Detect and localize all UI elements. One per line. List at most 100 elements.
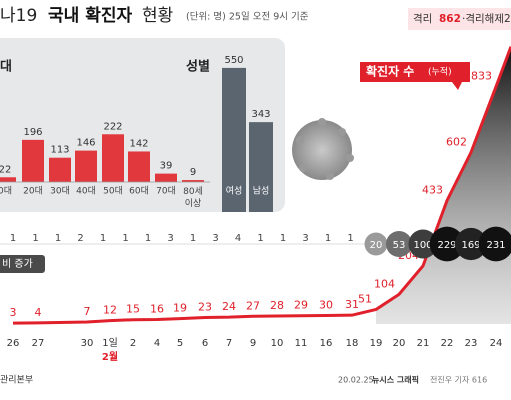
x-tick-label: 6 bbox=[202, 338, 208, 349]
x-tick-label: 여성 bbox=[226, 185, 243, 197]
value-label: 433 bbox=[422, 184, 443, 197]
daily-circle-label: 169 bbox=[461, 240, 480, 251]
value-label: 142 bbox=[129, 138, 148, 149]
value-label: 113 bbox=[50, 145, 69, 156]
bar bbox=[182, 180, 204, 182]
value-label: 27 bbox=[246, 299, 260, 312]
virus-body bbox=[292, 120, 352, 180]
x-tick-label: 10 bbox=[271, 338, 284, 349]
virus bbox=[292, 118, 354, 180]
value-label: 3 bbox=[10, 306, 17, 319]
daily-value: 1 bbox=[257, 233, 263, 244]
x-tick-label: 9 bbox=[250, 338, 256, 349]
virus-spike bbox=[338, 128, 346, 136]
title-bold: 국내 확진자 bbox=[48, 6, 132, 26]
month-label: 2월 bbox=[102, 351, 118, 363]
daily-value: 1 bbox=[32, 233, 38, 244]
value-label: 16 bbox=[150, 302, 164, 315]
value-label: 4 bbox=[35, 306, 42, 319]
value-label: 146 bbox=[76, 138, 95, 149]
title-tail: 현황 bbox=[142, 6, 173, 26]
x-tick-label: 1일 bbox=[102, 337, 118, 349]
value-label: 31 bbox=[345, 298, 359, 311]
daily-value: 4 bbox=[235, 233, 241, 244]
x-tick-label: 5 bbox=[177, 338, 183, 349]
x-tick-label: 24 bbox=[490, 338, 503, 349]
value-label: 19 bbox=[173, 302, 187, 315]
isolation-label: 격리 bbox=[413, 12, 432, 25]
value-label: 7 bbox=[84, 305, 91, 318]
credit: 20.02.25 bbox=[338, 376, 374, 385]
x-tick-label: 16 bbox=[320, 338, 333, 349]
daily-value: 1 bbox=[145, 233, 151, 244]
daily-value: 1 bbox=[280, 233, 286, 244]
value-label: 24 bbox=[222, 300, 236, 313]
release-label: ·격리해제2 bbox=[462, 12, 511, 25]
x-tick-label: 27 bbox=[32, 338, 45, 349]
x-tick-label: 70대 bbox=[156, 186, 176, 197]
panel bbox=[0, 38, 285, 212]
chart-title: 대 bbox=[0, 60, 12, 75]
x-tick-label: 23 bbox=[465, 338, 478, 349]
isolation-value: 862 bbox=[439, 13, 461, 25]
virus-spike bbox=[318, 118, 326, 126]
daily-value: 1 bbox=[347, 233, 353, 244]
daily-circle-label: 53 bbox=[393, 240, 406, 251]
x-tick-label: 20 bbox=[393, 338, 406, 349]
x-tick-label: 18 bbox=[346, 338, 359, 349]
line-title: 확진자 수 bbox=[366, 64, 414, 79]
daily-circle-label: 229 bbox=[437, 240, 456, 251]
daily-circle bbox=[364, 232, 388, 256]
daily-value: 3 bbox=[212, 233, 218, 244]
x-tick-label: 30대 bbox=[50, 186, 70, 197]
value-label: 9 bbox=[190, 167, 196, 178]
x-tick-label: 2 bbox=[130, 338, 136, 349]
value-label: 196 bbox=[23, 127, 42, 138]
x-tick-label: 80세 이상 bbox=[183, 186, 203, 209]
daily-circle bbox=[454, 227, 488, 261]
daily-label-box bbox=[0, 255, 45, 273]
x-tick-label: 0대 bbox=[0, 186, 12, 197]
daily-value: 1 bbox=[325, 233, 331, 244]
daily-circle-label: 100 bbox=[413, 240, 432, 251]
daily-value: 3 bbox=[167, 233, 173, 244]
subtitle: (단위: 명) 25일 오전 9시 기준 bbox=[186, 11, 309, 23]
x-tick-label: 30 bbox=[81, 338, 94, 349]
value-label: 29 bbox=[294, 299, 308, 312]
daily-circle bbox=[429, 226, 465, 262]
value-label: 602 bbox=[446, 135, 467, 148]
bar bbox=[22, 139, 44, 182]
daily-value: 3 bbox=[302, 233, 308, 244]
value-label: 15 bbox=[126, 303, 140, 316]
virus-spike bbox=[346, 154, 354, 162]
line bbox=[12, 46, 511, 325]
x-tick-label: 11 bbox=[295, 338, 308, 349]
title-part: 나19 bbox=[0, 6, 37, 26]
isolation-box bbox=[408, 8, 511, 30]
bar bbox=[102, 134, 124, 182]
daily-value: 1 bbox=[190, 233, 196, 244]
value-label: 51 bbox=[358, 292, 372, 305]
bar bbox=[155, 173, 177, 182]
watermark: NEWSIS bbox=[418, 349, 511, 374]
x-tick-label: 20대 bbox=[23, 186, 43, 197]
author: 전진우 기자 616 bbox=[430, 375, 487, 385]
value-label: 343 bbox=[251, 109, 270, 120]
x-tick-label: 60대 bbox=[129, 186, 149, 197]
daily-circle bbox=[385, 230, 413, 258]
value-label: 104 bbox=[374, 277, 395, 290]
x-tick-label: 26 bbox=[7, 338, 20, 349]
source: 관리본부 bbox=[0, 375, 33, 386]
x-tick-label: 남성 bbox=[253, 186, 270, 197]
x-tick-label: 50대 bbox=[103, 186, 123, 197]
daily-value: 1 bbox=[100, 233, 106, 244]
daily-value: 1 bbox=[10, 233, 16, 244]
value-label: 12 bbox=[103, 304, 117, 317]
bar bbox=[0, 177, 16, 182]
daily-circle bbox=[478, 226, 511, 262]
x-tick-label: 21 bbox=[417, 338, 430, 349]
x-tick-label: 19 bbox=[370, 338, 383, 349]
bar bbox=[49, 157, 71, 182]
value-label: 833 bbox=[471, 70, 492, 83]
